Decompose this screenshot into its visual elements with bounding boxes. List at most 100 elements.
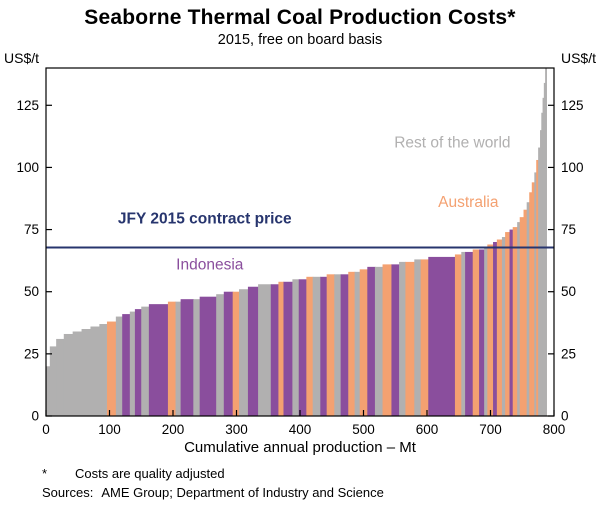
cost-curve-bar-idn [493,242,498,416]
cost-curve-bar-row [354,271,361,416]
cost-curve-bar-idn [479,249,485,416]
cost-curve-bar-row [141,306,150,416]
cost-curve-bar-row [538,147,541,416]
cost-curve-bar-idn [180,299,194,416]
cost-curve-bar-aus [512,227,518,416]
x-tick-label: 700 [479,422,502,437]
cost-curve-bar-row [484,246,488,416]
cost-curve-bar-row [374,266,384,416]
y-tick-label-right: 25 [561,346,576,361]
cost-curve-bar-row [501,237,506,416]
cost-curve-bar-row [541,112,544,417]
cost-curve-bar-row [461,251,466,416]
x-tick-label: 500 [352,422,375,437]
cost-curve-bar-aus [472,249,480,416]
cost-curve-bar-idn [428,256,456,416]
cost-curve-bar-row [540,130,542,416]
y-tick-label-left: 50 [24,284,39,299]
series-label-idn: Indonesia [176,256,244,273]
cost-curve-bar-row [81,329,92,416]
y-tick-label-left: 125 [16,98,39,113]
x-tick-label: 600 [416,422,439,437]
footnotes: * Costs are quality adjusted Sources: AM… [0,464,600,502]
y-tick-label-left: 100 [16,160,39,175]
cost-curve-bar-aus [454,254,462,416]
y-tick-label-left: 0 [31,409,39,424]
cost-curve-bar-aus [519,217,525,416]
cost-curve-bar-aus [232,291,240,416]
cost-curve-bar-row [334,274,342,416]
cost-curve-bar-aus [278,281,285,416]
cost-curve-bar-aus [496,239,503,416]
cost-curve-bar-row [239,289,249,416]
cost-curve-bar-aus [306,276,314,416]
y-tick-label-right: 125 [561,98,584,113]
cost-curve-bar-row [526,202,530,416]
y-tick-label-right: 75 [561,222,576,237]
cost-curve-bar-row [99,324,108,416]
cost-curve-bar-aus [505,232,511,416]
cost-curve-bar-aus [523,209,528,416]
cost-curve-bar-row [63,333,74,416]
cost-curve-bar-row [414,259,422,416]
cost-curve-bar-row [193,299,201,416]
cost-curve-bar-aus [382,264,393,416]
cost-curve-bar-row [90,326,100,416]
cost-curve-bar-row [115,316,123,416]
series-label-row: Rest of the world [394,135,510,152]
chart-title: Seaborne Thermal Coal Production Costs* [84,6,516,29]
x-tick-label: 300 [225,422,248,437]
cost-curve-bar-row [72,331,83,416]
cost-curve-bar-aus [531,182,535,416]
cost-curve-bar-idn [320,276,328,416]
cost-curve-bar-idn [340,274,349,416]
cost-curve-bar-idn [122,314,131,416]
sources-label: Sources: [42,485,94,500]
cost-curve-bar-row [545,68,547,416]
sources-text: AME Group; Department of Industry and Sc… [101,485,384,500]
sources-row: Sources: AME Group; Department of Indust… [42,483,600,502]
y-tick-label-left: 75 [24,222,39,237]
y-tick-label-right: 50 [561,284,576,299]
cost-curve-bar-idn [223,291,234,416]
cost-curve-bar-aus [536,159,539,416]
cost-curve-bar-aus [529,192,533,416]
cost-curve-bar-idn [134,309,142,416]
chart-subtitle: 2015, free on board basis [217,32,383,48]
x-tick-label: 800 [543,422,566,437]
y-axis-unit-right: US$/t [561,50,596,66]
series-label-aus: Australia [438,194,499,211]
cost-curve-bar-row [129,311,136,416]
y-tick-label-left: 25 [24,346,39,361]
cost-curve-bar-idn [148,304,169,416]
cost-curve-bar-idn [391,264,400,416]
cost-curve-bar-row [542,97,545,416]
cost-curve-bar-aus [167,301,177,416]
cost-curve-bar-idn [283,281,293,416]
cost-curve-bar-row [543,82,546,416]
x-tick-label: 0 [42,422,50,437]
footnote-marker: * [42,466,48,481]
cost-curve-bar-row [56,338,65,416]
cost-curve-bar-idn [270,284,280,416]
cost-curve-bar-aus [487,244,494,416]
cost-curve-bar-row [258,284,272,416]
x-axis-title: Cumulative annual production – Mt [184,439,417,456]
cost-curve-bar-idn [298,279,307,416]
cost-curve-bar-idn [247,286,259,416]
y-tick-label-right: 100 [561,160,584,175]
cost-curve-bar-idn [367,266,376,416]
cost-curve-bar-aus [405,261,415,416]
cost-curve-bar-row [534,172,537,416]
cost-curve-bar-row [175,301,182,416]
cost-curve-bar-row [49,346,57,416]
footnote-row: * Costs are quality adjusted [42,464,600,483]
cost-curve-bar-aus [326,274,335,416]
cost-curve-bar-idn [465,251,474,416]
cost-curve-bar-row [312,276,321,416]
cost-curve-bar-row [517,222,521,416]
footnote-text: Costs are quality adjusted [75,466,225,481]
chart-area: 0 0 25 25 50 50 75 75 100 100 125 125 0 100 200 300 400 5… [0,50,600,460]
